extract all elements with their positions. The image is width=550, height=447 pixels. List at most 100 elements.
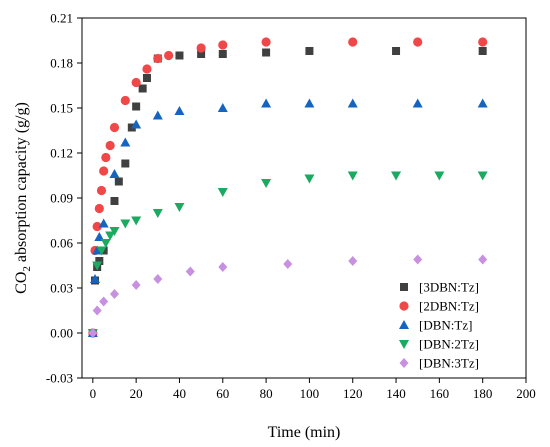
series-triangle-up: [87, 98, 488, 337]
data-point: [89, 274, 100, 283]
data-point: [152, 209, 163, 218]
data-point: [138, 84, 147, 93]
data-point: [131, 77, 141, 88]
data-point: [185, 266, 195, 277]
y-tick-label: 0.03: [50, 281, 73, 296]
data-point: [96, 185, 107, 196]
data-point: [101, 152, 111, 163]
data-point: [120, 95, 130, 106]
data-point: [99, 296, 109, 307]
plot-frame: [81, 17, 527, 379]
data-point: [96, 246, 107, 256]
data-point: [174, 106, 185, 115]
y-tick-label: 0.15: [50, 101, 73, 116]
data-point: [304, 174, 315, 184]
data-point: [121, 159, 130, 168]
x-tick-label: 40: [173, 386, 186, 401]
legend-label: [DBN:3Tz]: [419, 356, 479, 371]
x-tick-label: 200: [516, 386, 536, 401]
data-point: [218, 40, 228, 50]
data-point: [109, 169, 120, 178]
data-point: [164, 50, 174, 61]
data-point: [95, 257, 104, 265]
data-point: [131, 119, 142, 129]
data-point: [196, 43, 206, 53]
data-point: [92, 245, 103, 255]
data-point: [304, 98, 315, 108]
data-point: [109, 289, 119, 299]
axis-ticks: 0 20 40 60 80 100 120 140 160 180 200 -0.03 0.00 0.03…: [46, 11, 536, 402]
data-point: [153, 53, 163, 64]
x-tick-label: 0: [90, 386, 97, 401]
y-tick-label: 0.06: [50, 236, 73, 251]
data-point: [110, 197, 119, 205]
legend: [3DBN:Tz] [2DBN:Tz] [DBN:Tz] [DBN:2Tz] [DBN:…: [399, 280, 479, 371]
data-point: [153, 274, 163, 284]
data-point: [261, 98, 272, 108]
data-point: [217, 188, 228, 197]
data-point: [434, 171, 445, 181]
x-tick-label: 160: [430, 386, 450, 401]
data-point: [94, 232, 105, 241]
legend-marker: [399, 301, 409, 311]
data-point: [131, 216, 142, 226]
data-point: [92, 221, 102, 232]
data-point: [142, 64, 152, 74]
data-point: [283, 259, 293, 269]
data-point: [348, 37, 358, 47]
data-point: [478, 47, 487, 55]
data-point: [98, 218, 109, 228]
data-point: [152, 110, 163, 120]
x-tick-label: 180: [473, 386, 493, 401]
y-tick-label: 0.12: [50, 146, 73, 161]
legend-marker: [400, 283, 408, 291]
data-point: [262, 48, 271, 57]
data-points: [87, 37, 488, 338]
data-point: [120, 219, 131, 229]
y-tick-label: 0.09: [50, 191, 73, 206]
legend-marker: [399, 340, 409, 349]
data-point: [94, 203, 104, 214]
data-point: [174, 203, 185, 212]
data-point: [92, 305, 102, 316]
data-point: [477, 98, 488, 108]
y-tick-label: 0.00: [50, 326, 73, 341]
data-point: [391, 171, 402, 181]
data-point: [131, 280, 141, 290]
y-axis-label: CO2 absorption capacity (g/g): [13, 102, 33, 294]
data-point: [120, 137, 131, 147]
x-tick-label: 120: [343, 386, 363, 401]
data-point: [261, 179, 272, 188]
data-point: [218, 50, 227, 58]
data-point: [478, 254, 488, 265]
data-point: [105, 231, 116, 241]
legend-marker: [399, 358, 409, 368]
data-point: [347, 171, 358, 181]
legend-label: [DBN:Tz]: [419, 318, 472, 333]
data-point: [478, 37, 488, 47]
data-point: [109, 227, 120, 236]
legend-marker: [399, 320, 409, 329]
data-point: [132, 102, 141, 111]
data-point: [392, 47, 401, 55]
data-point: [413, 254, 423, 265]
data-point: [413, 37, 423, 47]
data-point: [305, 47, 314, 55]
data-point: [348, 256, 358, 266]
data-point: [105, 140, 115, 151]
data-point: [88, 328, 98, 338]
data-point: [197, 50, 206, 58]
y-tick-label: 0.21: [50, 11, 73, 26]
x-tick-label: 140: [386, 386, 406, 401]
data-point: [412, 98, 423, 108]
x-tick-label: 20: [130, 386, 143, 401]
x-axis-label: Time (min): [268, 424, 341, 441]
data-point: [99, 166, 109, 176]
data-point: [477, 171, 488, 181]
legend-label: [DBN:2Tz]: [419, 337, 479, 352]
data-point: [100, 239, 111, 248]
x-tick-label: 100: [300, 386, 320, 401]
legend-label: [3DBN:Tz]: [419, 280, 479, 295]
series-diamond: [88, 254, 488, 338]
